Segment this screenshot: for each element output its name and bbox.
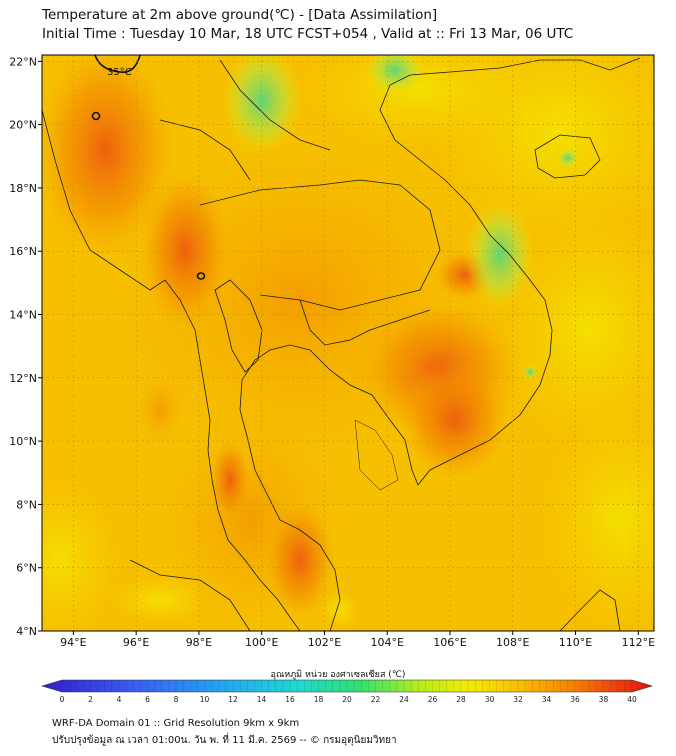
footer-update-info: ปรับปรุงข้อมูล ณ เวลา 01:00น. วัน พ. ที่…	[52, 735, 397, 746]
map-axes: 94°E 96°E 98°E 100°E 102°E 104°E 106°E 108°E 110…	[9, 55, 655, 649]
colorbar-bar	[40, 679, 654, 693]
contour-35	[91, 54, 206, 280]
colorbar-tick-label: 4	[117, 695, 122, 704]
lon-tick-label: 98°E	[186, 636, 212, 649]
colorbar-tick-label: 24	[399, 695, 409, 704]
lat-tick-label: 18°N	[9, 182, 37, 195]
colorbar-tick-label: 12	[228, 695, 238, 704]
lat-tick-label: 4°N	[16, 625, 37, 638]
lat-tick-label: 16°N	[9, 245, 37, 258]
lat-tick-label: 22°N	[9, 55, 37, 68]
lat-tick-label: 14°N	[9, 309, 37, 322]
colorbar-tick-label: 28	[456, 695, 466, 704]
lat-tick-label: 20°N	[9, 119, 37, 132]
colorbar-tick-label: 14	[257, 695, 267, 704]
lon-tick-label: 106°E	[433, 636, 466, 649]
colorbar-tick-label: 36	[570, 695, 580, 704]
colorbar-tick-label: 8	[174, 695, 179, 704]
colorbar-tick-label: 30	[485, 695, 495, 704]
colorbar-tick-label: 34	[542, 695, 552, 704]
colorbar-tick-label: 26	[428, 695, 438, 704]
lon-tick-label: 110°E	[559, 636, 592, 649]
contour-label: 35°C	[107, 67, 132, 78]
colorbar-tick-label: 22	[371, 695, 381, 704]
lon-tick-label: 96°E	[123, 636, 149, 649]
lat-tick-label: 12°N	[9, 372, 37, 385]
colorbar-label: อุณหภูมิ หน่วย องศาเซลเซียส (℃)	[270, 670, 406, 680]
colorbar-tick-label: 10	[200, 695, 210, 704]
map-subtitle: Initial Time : Tuesday 10 Mar, 18 UTC FC…	[42, 26, 574, 42]
lat-tick-label: 8°N	[16, 498, 37, 511]
colorbar-tick-label: 2	[88, 695, 93, 704]
lon-tick-label: 112°E	[622, 636, 655, 649]
colorbar-tick-label: 20	[342, 695, 352, 704]
colorbar-tick-label: 38	[599, 695, 609, 704]
colorbar-tick-label: 6	[145, 695, 150, 704]
graticule	[42, 55, 654, 631]
colorbar-tick-label: 0	[60, 695, 65, 704]
lat-tick-label: 10°N	[9, 435, 37, 448]
lon-tick-label: 108°E	[496, 636, 529, 649]
colorbar-tick-label: 40	[627, 695, 637, 704]
coastlines	[42, 57, 641, 631]
lon-tick-label: 104°E	[371, 636, 404, 649]
footer-model-info: WRF-DA Domain 01 :: Grid Resolution 9km …	[52, 718, 300, 729]
lon-tick-label: 102°E	[308, 636, 341, 649]
colorbar-tick-label: 16	[285, 695, 295, 704]
colorbar-tick-label: 32	[513, 695, 523, 704]
colorbar-tick-label: 18	[314, 695, 324, 704]
map-title: Temperature at 2m above ground(℃) - [Dat…	[42, 7, 438, 23]
colorbar: 0 2 4 6 8 10 12 14 16 18 20 22 24 26 28 30 32 34 36 38 40	[40, 679, 654, 704]
lon-tick-label: 94°E	[60, 636, 86, 649]
temperature-field	[42, 55, 654, 631]
map-frame	[41, 54, 655, 632]
lat-tick-label: 6°N	[16, 562, 37, 575]
lon-tick-label: 100°E	[245, 636, 278, 649]
